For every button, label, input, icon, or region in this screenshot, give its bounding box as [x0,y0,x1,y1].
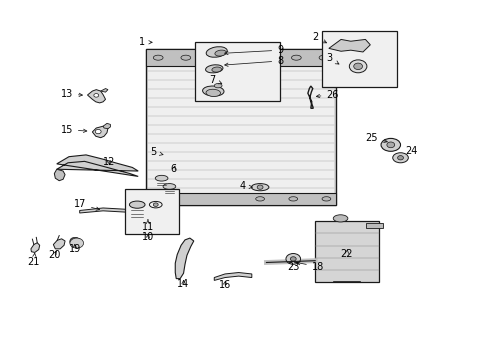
Ellipse shape [319,55,328,60]
Circle shape [285,253,300,264]
Circle shape [397,156,403,160]
Text: 6: 6 [170,164,177,174]
Bar [315,221,378,282]
Ellipse shape [181,55,190,60]
Ellipse shape [211,67,221,72]
Circle shape [70,237,80,244]
Polygon shape [92,126,108,138]
Polygon shape [328,40,369,52]
Polygon shape [31,243,40,252]
Bar [146,49,335,66]
Circle shape [70,238,83,248]
Ellipse shape [236,55,245,60]
Text: 3: 3 [325,53,338,64]
Bar [125,189,178,234]
Bar [146,49,335,205]
Polygon shape [87,90,105,103]
Circle shape [348,60,366,73]
Ellipse shape [255,197,264,201]
Text: 16: 16 [219,280,231,290]
Text: 9: 9 [224,45,283,55]
Ellipse shape [264,55,273,60]
Text: 13: 13 [61,89,82,99]
Text: 5: 5 [150,147,163,157]
Text: 20: 20 [48,249,61,260]
Circle shape [94,94,99,97]
Text: 8: 8 [224,56,283,66]
Text: 1: 1 [139,37,152,47]
Circle shape [70,238,81,246]
Ellipse shape [332,215,347,222]
Ellipse shape [205,89,220,96]
Circle shape [353,63,362,69]
Ellipse shape [155,175,167,181]
Ellipse shape [380,138,400,151]
Text: 26: 26 [316,90,338,100]
Bar [194,42,280,101]
Polygon shape [101,89,108,92]
Bar [321,31,396,87]
Ellipse shape [392,153,407,163]
Ellipse shape [214,50,226,56]
Circle shape [257,185,263,189]
Text: 19: 19 [68,244,81,254]
Ellipse shape [208,55,218,60]
Text: 23: 23 [286,262,299,272]
Text: 14: 14 [177,279,189,289]
Text: 15: 15 [61,125,86,135]
Ellipse shape [129,201,145,208]
Text: 10: 10 [142,232,154,242]
Polygon shape [53,239,65,249]
Text: 11: 11 [142,220,154,232]
Text: 17: 17 [74,199,100,210]
Text: 21: 21 [28,253,40,267]
Text: 18: 18 [296,261,324,272]
Bar [146,193,335,205]
Ellipse shape [214,84,222,88]
Text: 7: 7 [208,75,222,85]
Text: 22: 22 [340,248,352,258]
Ellipse shape [202,86,224,96]
Ellipse shape [206,47,227,57]
Polygon shape [54,169,65,181]
Bar [146,66,335,193]
Text: 2: 2 [312,32,326,43]
Text: 25: 25 [365,133,386,143]
Text: 4: 4 [239,181,252,192]
Polygon shape [80,208,150,216]
Circle shape [290,257,296,261]
Circle shape [386,142,394,148]
Polygon shape [175,238,193,279]
Ellipse shape [322,197,330,201]
Ellipse shape [288,197,297,201]
Polygon shape [103,123,110,129]
Text: 24: 24 [405,145,417,156]
Polygon shape [57,155,138,176]
Ellipse shape [156,196,165,201]
Bar [148,66,333,193]
Text: 12: 12 [102,157,115,167]
Polygon shape [214,273,251,280]
Ellipse shape [153,55,163,60]
Ellipse shape [205,65,223,73]
Ellipse shape [163,184,175,189]
Bar [366,223,383,228]
Ellipse shape [291,55,301,60]
Circle shape [95,130,101,134]
Ellipse shape [251,184,268,191]
Circle shape [153,203,158,206]
